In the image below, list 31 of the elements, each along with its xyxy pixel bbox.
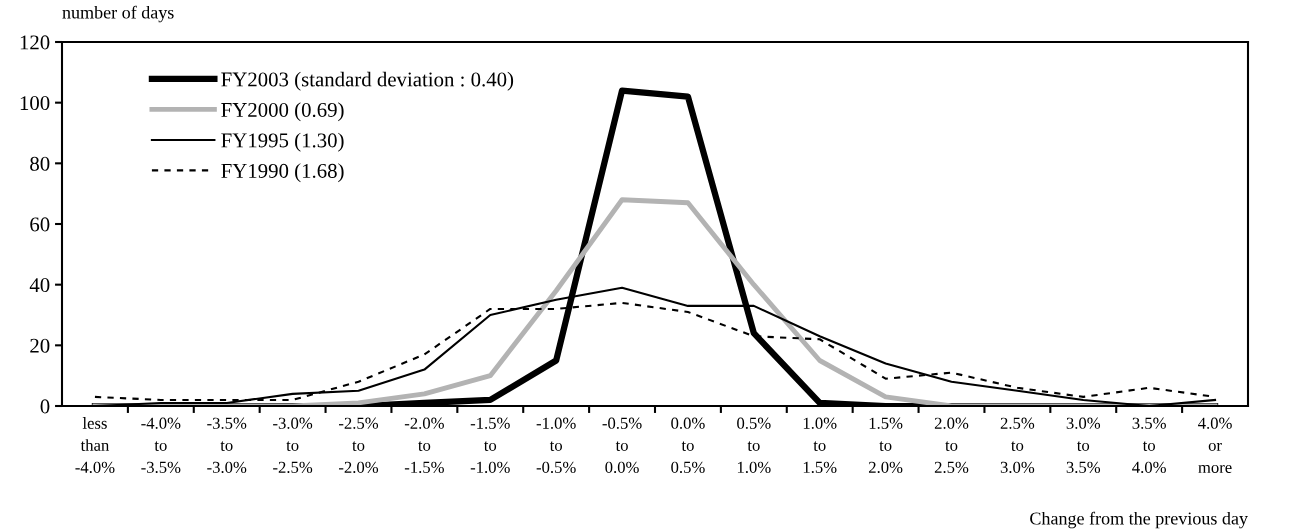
x-tick-label: 0.5% to 1.0%	[737, 417, 771, 474]
legend-label: FY1995 (1.30)	[221, 132, 344, 152]
y-tick-label: 60	[30, 217, 50, 232]
x-tick-label: less than -4.0%	[75, 417, 115, 474]
y-axis-title: number of days	[62, 5, 174, 23]
x-tick-label: 2.0% to 2.5%	[934, 417, 969, 474]
y-tick-label: 80	[30, 156, 50, 171]
x-tick-label: -2.5% to -2.0%	[338, 417, 379, 474]
x-tick-label: 3.5% to 4.0%	[1132, 417, 1166, 474]
y-tick-label: 0	[40, 399, 50, 414]
y-tick-label: 40	[29, 278, 50, 293]
x-axis-title: Change from the previous day	[1030, 511, 1248, 529]
x-tick-label: 2.5% to 3.0%	[1000, 417, 1035, 474]
legend-label: FY1990 (1.68)	[221, 163, 344, 183]
x-tick-label: 3.0% to 3.5%	[1066, 417, 1101, 474]
x-tick-label: -3.0% to -2.5%	[273, 417, 313, 474]
y-tick-label: 100	[20, 96, 50, 111]
x-tick-label: -1.5% to -1.0%	[470, 417, 510, 474]
y-tick-label: 120	[20, 35, 50, 50]
x-tick-label: -3.5% to -3.0%	[207, 417, 247, 474]
x-tick-label: -0.5% to 0.0%	[602, 417, 642, 474]
x-tick-label: -1.0% to -0.5%	[536, 417, 576, 474]
x-tick-label: -4.0% to -3.5%	[141, 417, 181, 474]
x-tick-label: 0.0% to 0.5%	[671, 417, 705, 474]
x-tick-label: 1.0% to 1.5%	[803, 417, 837, 474]
y-tick-label: 20	[30, 338, 50, 353]
x-tick-label: -2.0% to -1.5%	[404, 417, 444, 474]
x-tick-label: 4.0% or more	[1198, 417, 1232, 473]
x-tick-label: 1.5% to 2.0%	[868, 417, 903, 474]
legend-label: FY2003 (standard deviation : 0.40)	[221, 71, 514, 91]
legend-label: FY2000 (0.69)	[221, 102, 344, 122]
